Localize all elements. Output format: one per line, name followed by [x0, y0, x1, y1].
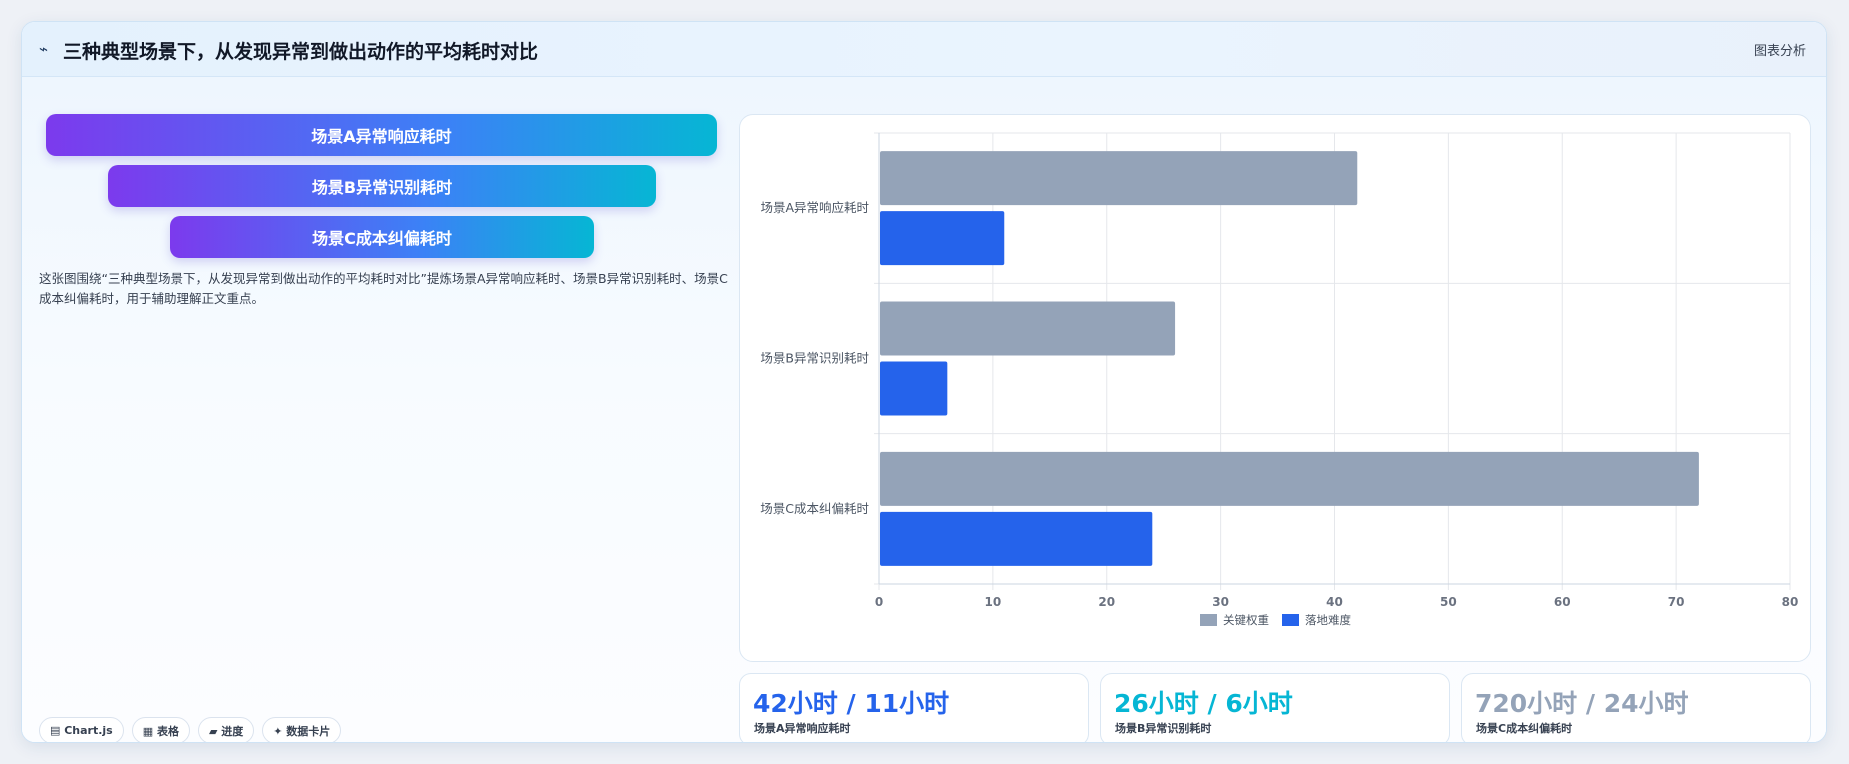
stat-value: 720小时 / 24小时	[1475, 689, 1689, 718]
tag-chartjs[interactable]: ▤ Chart.js	[39, 717, 124, 742]
tag-table[interactable]: ▦ 表格	[131, 717, 190, 742]
stat-value: 42小时 / 11小时	[753, 689, 950, 718]
stat-card-c: 720小时 / 24小时 场景C成本纠偏耗时	[1461, 673, 1811, 742]
y-tick-label: 场景A异常响应耗时	[760, 200, 869, 215]
x-tick-label: 60	[1554, 595, 1571, 609]
bar-weight	[880, 451, 1699, 506]
stat-card-a: 42小时 / 11小时 场景A异常响应耗时	[739, 673, 1089, 742]
funnel-item-c: 场景C成本纠偏耗时	[170, 216, 594, 258]
stat-label: 场景C成本纠偏耗时	[1476, 722, 1573, 735]
x-tick-label: 10	[985, 595, 1002, 609]
chart-line-icon: ⌁	[39, 40, 49, 58]
x-tick-label: 30	[1212, 595, 1229, 609]
page-title: 三种典型场景下，从发现异常到做出动作的平均耗时对比	[63, 41, 539, 63]
funnel-item-b: 场景B异常识别耗时	[108, 165, 656, 207]
x-tick-label: 0	[875, 595, 883, 609]
legend-swatch	[1200, 614, 1217, 626]
bar-weight	[880, 301, 1176, 356]
tag-progress[interactable]: ▰ 进度	[197, 717, 255, 742]
y-tick-label: 场景C成本纠偏耗时	[760, 501, 869, 516]
legend-label: 落地难度	[1305, 613, 1351, 627]
tag-list: ▤ Chart.js ▦ 表格 ▰ 进度 ✦ 数据卡片	[39, 717, 342, 742]
bar-difficulty	[880, 361, 948, 416]
bar-difficulty	[880, 211, 1005, 266]
legend-label: 关键权重	[1223, 613, 1269, 627]
x-tick-label: 20	[1098, 595, 1115, 609]
legend-swatch	[1282, 614, 1299, 626]
chart-analysis-link[interactable]: 图表分析	[1753, 44, 1806, 59]
tag-data-card[interactable]: ✦ 数据卡片	[262, 717, 342, 742]
y-tick-label: 场景B异常识别耗时	[760, 351, 869, 366]
x-tick-label: 70	[1668, 595, 1685, 609]
x-tick-label: 40	[1326, 595, 1343, 609]
stat-label: 场景A异常响应耗时	[754, 722, 851, 735]
chart-description: 这张图围绕“三种典型场景下，从发现异常到做出动作的平均耗时对比”提炼场景A异常响…	[39, 271, 728, 306]
stat-label: 场景B异常识别耗时	[1115, 722, 1212, 735]
funnel-item-a: 场景A异常响应耗时	[46, 114, 717, 156]
stat-card-b: 26小时 / 6小时 场景B异常识别耗时	[1100, 673, 1450, 742]
x-tick-label: 80	[1782, 595, 1799, 609]
stat-value: 26小时 / 6小时	[1114, 689, 1293, 718]
chart-panel: 场景A异常响应耗时 场景B异常识别耗时 场景C成本纠偏耗时 0 10 20 30 40 50 60…	[739, 114, 1811, 662]
chart-card: ⌁ 三种典型场景下，从发现异常到做出动作的平均耗时对比 图表分析 场景A异常响应…	[21, 21, 1827, 743]
card-header: ⌁ 三种典型场景下，从发现异常到做出动作的平均耗时对比 图表分析	[22, 22, 1826, 77]
bar-weight	[880, 151, 1358, 206]
bar-difficulty	[880, 511, 1153, 566]
x-tick-label: 50	[1440, 595, 1457, 609]
